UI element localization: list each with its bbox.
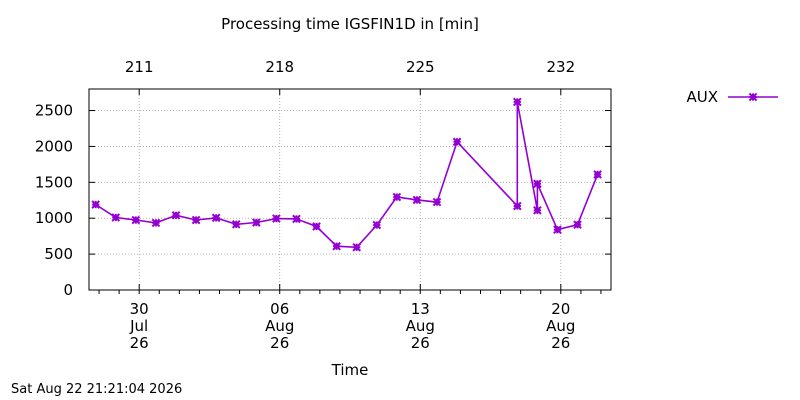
data-point bbox=[412, 195, 422, 205]
x-tick-label: 30 Jul 26 bbox=[129, 300, 149, 352]
data-point bbox=[513, 201, 522, 211]
y-tick-label: 2000 bbox=[35, 137, 73, 155]
data-point bbox=[131, 215, 141, 225]
data-point bbox=[392, 192, 402, 202]
data-point bbox=[533, 179, 542, 189]
top-tick-label: 225 bbox=[406, 58, 435, 76]
data-point bbox=[171, 211, 181, 220]
x-tick-label: 06 Aug 26 bbox=[265, 300, 294, 352]
data-point bbox=[231, 220, 241, 229]
data-point bbox=[272, 214, 281, 223]
axis-ticks bbox=[89, 89, 611, 294]
data-point bbox=[312, 222, 321, 231]
data-point bbox=[593, 170, 602, 179]
data-point bbox=[513, 97, 522, 107]
data-point bbox=[292, 214, 301, 224]
data-point bbox=[432, 197, 442, 207]
top-tick-labels: 211 218 225 232 bbox=[125, 58, 575, 76]
data-point bbox=[332, 241, 341, 251]
data-point bbox=[91, 200, 100, 209]
x-tick-label: 20 Aug 26 bbox=[546, 300, 575, 352]
top-tick-label: 232 bbox=[546, 58, 575, 76]
data-point bbox=[252, 218, 261, 227]
data-point bbox=[191, 215, 201, 225]
data-point bbox=[111, 213, 121, 222]
top-tick-label: 218 bbox=[265, 58, 294, 76]
series-line bbox=[95, 101, 599, 249]
plot-frame bbox=[88, 88, 612, 291]
y-tick-label: 0 bbox=[63, 281, 73, 299]
y-tick-labels: 0 500 1000 1500 2000 2500 bbox=[35, 102, 73, 299]
series-group bbox=[91, 97, 602, 252]
x-tick-label: 13 Aug 26 bbox=[406, 300, 435, 352]
data-point bbox=[211, 213, 221, 223]
data-point bbox=[533, 206, 542, 215]
legend-marker bbox=[748, 92, 758, 102]
y-tick-label: 500 bbox=[44, 245, 73, 263]
x-axis-label: Time bbox=[331, 361, 369, 379]
legend-label: AUX bbox=[686, 88, 718, 106]
data-point bbox=[452, 137, 462, 147]
data-point bbox=[151, 218, 161, 228]
footer-timestamp: Sat Aug 22 21:21:04 2026 bbox=[11, 382, 183, 397]
grid bbox=[89, 89, 611, 290]
data-point bbox=[352, 242, 361, 252]
data-point bbox=[573, 220, 582, 229]
top-tick-label: 211 bbox=[125, 58, 154, 76]
y-tick-label: 1000 bbox=[35, 209, 73, 227]
legend: AUX bbox=[686, 88, 778, 106]
x-tick-labels: 30 Jul 26 06 Aug 26 13 Aug 26 20 Aug 26 bbox=[129, 300, 575, 352]
chart-title: Processing time IGSFIN1D in [min] bbox=[221, 15, 479, 33]
y-tick-label: 2500 bbox=[35, 102, 73, 120]
data-point bbox=[553, 225, 562, 235]
data-point bbox=[372, 220, 382, 230]
y-tick-label: 1500 bbox=[35, 173, 73, 191]
